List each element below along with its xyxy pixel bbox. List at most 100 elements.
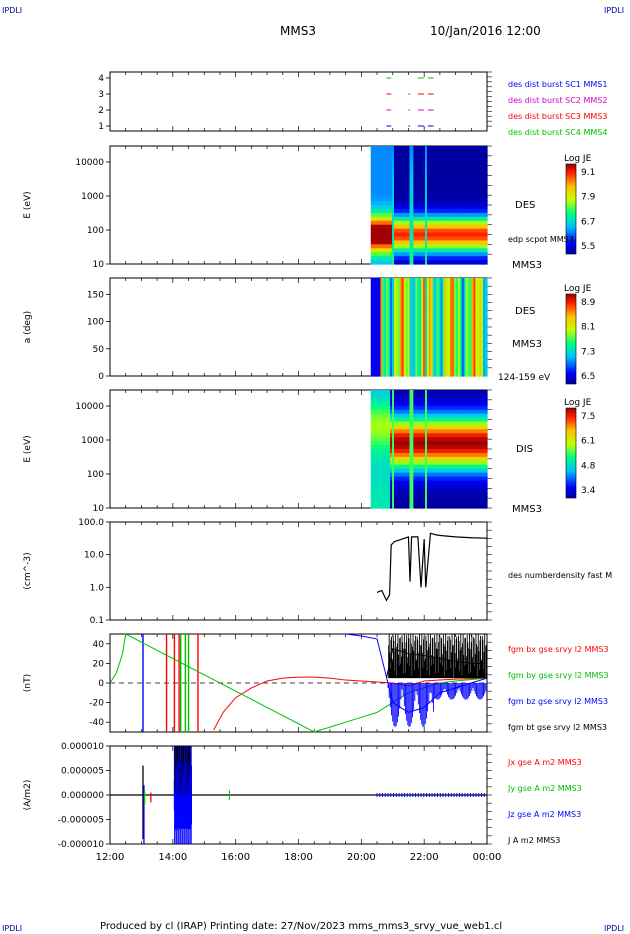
p4-cell — [401, 449, 405, 454]
p4-cell — [388, 484, 391, 489]
p3-cell — [457, 346, 461, 351]
p3-cell — [419, 356, 422, 361]
p4-cell — [388, 409, 391, 415]
p2-cell — [405, 228, 409, 234]
p2-cell — [372, 228, 376, 234]
p2-cell — [430, 149, 434, 155]
p3-cell — [394, 356, 397, 361]
p2-cell — [392, 244, 395, 249]
p2-cell — [395, 240, 399, 245]
p3-cell — [395, 333, 399, 338]
p3-cell — [428, 307, 432, 312]
p3-cell — [423, 349, 426, 354]
p2-cell — [425, 248, 428, 253]
p2-cell — [401, 193, 405, 198]
p2-cell — [409, 173, 413, 179]
p3-cell — [452, 304, 455, 308]
p3-cell — [471, 369, 475, 374]
p2-cell — [370, 181, 374, 186]
p2-cell — [399, 197, 403, 202]
p3-cell — [473, 359, 476, 364]
p2-cell — [438, 185, 442, 190]
p3-cell — [378, 362, 382, 367]
p3-cell — [485, 366, 488, 371]
p4-cell — [374, 456, 378, 462]
p2-cell — [483, 169, 486, 175]
p4-cell — [419, 405, 422, 411]
p4-cell — [397, 413, 401, 419]
p3-cell — [413, 294, 416, 299]
p2-cell — [395, 185, 399, 190]
p2-cell — [401, 177, 405, 182]
p2-cell — [374, 252, 378, 257]
p4-cell — [405, 421, 409, 426]
p2-cell — [378, 248, 382, 253]
p2-cell — [425, 236, 428, 241]
p2-cell — [372, 177, 376, 182]
p2-cell — [392, 169, 395, 175]
p2-cell — [403, 157, 407, 163]
p3-cell — [434, 359, 438, 364]
p2-cell — [459, 256, 463, 261]
p3-cell — [415, 310, 418, 315]
p2-cell — [432, 169, 436, 175]
p4-cell — [421, 397, 424, 403]
p4-cell — [411, 504, 414, 509]
p3-cell — [409, 323, 413, 328]
p2-cell — [425, 205, 428, 210]
p4-cell — [413, 480, 416, 485]
p4-cell — [407, 464, 411, 470]
p2-cell — [413, 197, 416, 202]
p3-cell — [434, 323, 438, 328]
p3-cell — [428, 340, 432, 344]
p2-cell — [479, 201, 482, 206]
p4-cell — [436, 405, 440, 411]
p4-cell — [386, 480, 389, 485]
p2-cell — [390, 161, 393, 167]
p3-cell — [477, 372, 480, 377]
p3-cell — [392, 372, 395, 377]
p4-cell — [405, 409, 409, 415]
p3-cell — [456, 291, 459, 295]
p4-cell — [411, 456, 414, 462]
p4-cell — [413, 401, 416, 407]
p2-cell — [473, 208, 476, 214]
p4-cell — [386, 425, 389, 430]
p3-cell — [392, 317, 395, 322]
p4-cell — [425, 492, 428, 497]
p3-cell — [384, 323, 387, 328]
p3-cell — [423, 307, 426, 312]
p3-cell — [376, 333, 380, 338]
p2-cell — [403, 201, 407, 206]
p4-cell — [382, 492, 385, 497]
p4-cell — [374, 417, 378, 423]
p3-cell — [407, 281, 411, 286]
p3-cell — [485, 359, 488, 364]
p2-cell — [382, 161, 385, 167]
p2-cell — [465, 193, 469, 198]
p4-cell — [407, 476, 411, 482]
p2-cell — [459, 157, 463, 163]
p2-cell — [446, 236, 449, 241]
p2-cell — [394, 146, 397, 151]
p2-cell — [450, 185, 453, 190]
p2-cell — [452, 177, 455, 182]
p3-cell — [452, 287, 455, 292]
p2-cell — [465, 149, 469, 155]
p2-cell — [399, 157, 403, 163]
p3-cell — [417, 353, 420, 357]
p2-cell — [432, 181, 436, 186]
p3-cell — [378, 366, 382, 371]
p2-cell — [409, 177, 413, 182]
p3-cell — [411, 300, 414, 305]
p4-cell — [415, 397, 418, 403]
p3-cell — [405, 287, 409, 292]
p3-cell — [430, 278, 434, 282]
p2-cell — [436, 216, 440, 222]
p4-cell — [403, 437, 407, 442]
p3-cell — [434, 340, 438, 344]
p3-cell — [374, 300, 378, 305]
p2-cell — [457, 240, 461, 245]
p2-cell — [386, 185, 389, 190]
p3-cell — [452, 310, 455, 315]
